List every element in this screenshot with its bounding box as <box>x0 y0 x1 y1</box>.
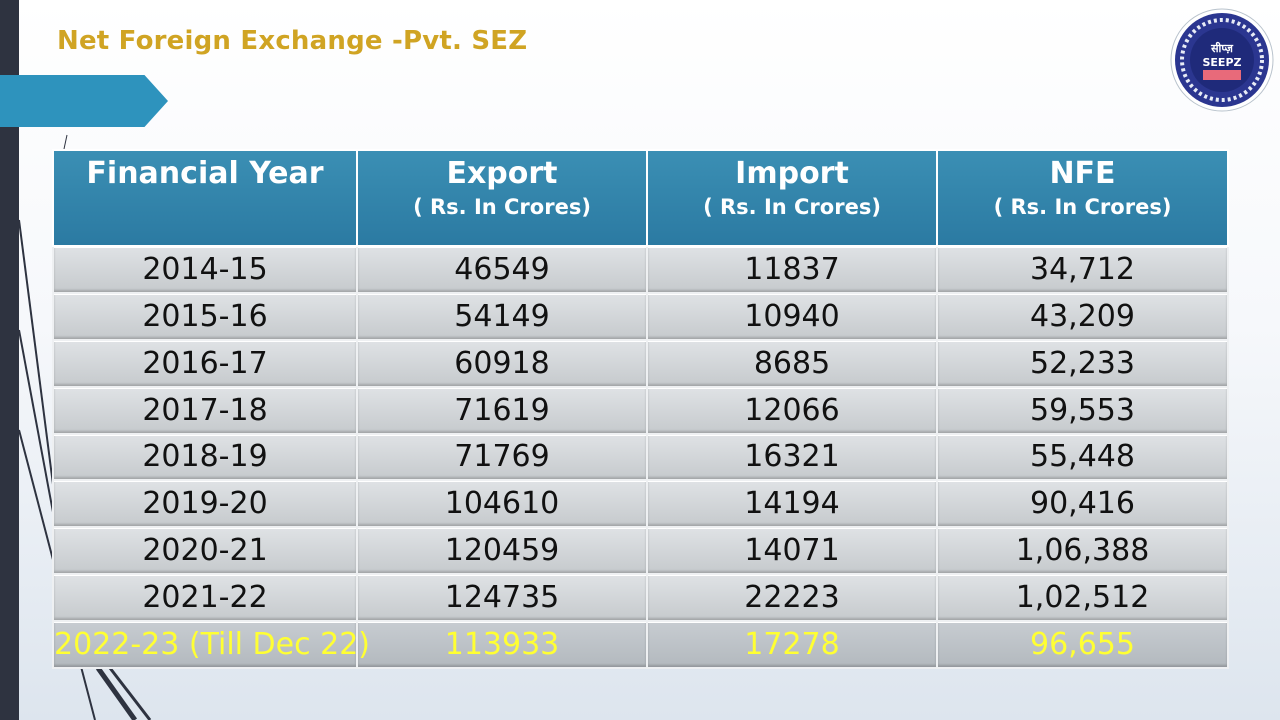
nfe-table: Financial Year Export ( Rs. In Crores) I… <box>52 149 1229 669</box>
header-import: Import ( Rs. In Crores) <box>646 149 938 247</box>
cell-nfe: 59,553 <box>936 385 1229 435</box>
logo-text-seepz: SEEPZ <box>1203 56 1242 69</box>
cell-year: 2019-20 <box>52 479 358 529</box>
seepz-logo: सीप्ज़ SEEPZ <box>1170 8 1274 112</box>
table-header-row: Financial Year Export ( Rs. In Crores) I… <box>52 149 1229 247</box>
table-row-current-year: 2022-23 (Till Dec 22) 113933 17278 96,65… <box>52 620 1229 669</box>
cell-import: 8685 <box>646 338 938 388</box>
cell-nfe: 34,712 <box>936 245 1229 294</box>
cell-export: 104610 <box>356 479 648 529</box>
table-row: 2014-15 46549 11837 34,712 <box>52 245 1229 294</box>
cell-export: 71769 <box>356 432 648 482</box>
table-row: 2020-21 120459 14071 1,06,388 <box>52 526 1229 576</box>
table-row: 2015-16 54149 10940 43,209 <box>52 291 1229 341</box>
table-row: 2019-20 104610 14194 90,416 <box>52 479 1229 529</box>
cell-year: 2014-15 <box>52 245 358 294</box>
table-row: 2017-18 71619 12066 59,553 <box>52 385 1229 435</box>
cell-nfe: 55,448 <box>936 432 1229 482</box>
cell-nfe: 52,233 <box>936 338 1229 388</box>
cell-year: 2022-23 (Till Dec 22) <box>52 620 370 669</box>
cell-nfe: 43,209 <box>936 291 1229 341</box>
cell-import: 14071 <box>646 526 938 576</box>
cell-import: 10940 <box>646 291 938 341</box>
cell-year: 2020-21 <box>52 526 358 576</box>
cell-nfe: 90,416 <box>936 479 1229 529</box>
cell-year: 2018-19 <box>52 432 358 482</box>
cell-export: 71619 <box>356 385 648 435</box>
cell-year: 2017-18 <box>52 385 358 435</box>
left-sidebar-strip <box>0 0 19 720</box>
cell-nfe: 1,02,512 <box>936 573 1229 622</box>
cell-year: 2021-22 <box>52 573 358 622</box>
table-row: 2018-19 71769 16321 55,448 <box>52 432 1229 482</box>
header-export: Export ( Rs. In Crores) <box>356 149 648 247</box>
cell-import: 16321 <box>646 432 938 482</box>
cell-export: 124735 <box>356 573 648 622</box>
logo-text-hindi: सीप्ज़ <box>1210 41 1234 55</box>
cell-export: 120459 <box>356 526 648 576</box>
cell-nfe: 96,655 <box>936 620 1229 669</box>
cell-nfe: 1,06,388 <box>936 526 1229 576</box>
cell-import: 11837 <box>646 245 938 294</box>
cell-export: 113933 <box>356 620 648 669</box>
header-nfe: NFE ( Rs. In Crores) <box>936 149 1229 247</box>
cell-import: 17278 <box>646 620 938 669</box>
cell-import: 12066 <box>646 385 938 435</box>
cell-export: 46549 <box>356 245 648 294</box>
table-row: 2016-17 60918 8685 52,233 <box>52 338 1229 388</box>
cell-export: 54149 <box>356 291 648 341</box>
cell-year: 2015-16 <box>52 291 358 341</box>
cell-year: 2016-17 <box>52 338 358 388</box>
table-row: 2021-22 124735 22223 1,02,512 <box>52 573 1229 622</box>
header-financial-year: Financial Year <box>52 149 358 247</box>
cell-import: 14194 <box>646 479 938 529</box>
slide-title: Net Foreign Exchange -Pvt. SEZ <box>57 26 528 56</box>
title-accent-arrow <box>0 75 168 127</box>
cell-export: 60918 <box>356 338 648 388</box>
cell-import: 22223 <box>646 573 938 622</box>
